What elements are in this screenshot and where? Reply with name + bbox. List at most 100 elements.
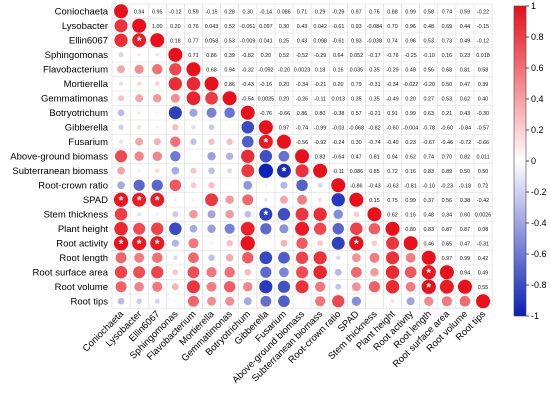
corr-circle — [134, 281, 144, 292]
corr-circle — [241, 149, 255, 163]
corr-value-label: 0.42 — [478, 256, 489, 262]
significance-star: * — [426, 280, 431, 294]
corr-value-label: 0.94 — [134, 9, 145, 15]
corr-circle — [258, 134, 273, 149]
corr-circle — [153, 138, 161, 146]
corr-value-label: 0.49 — [405, 67, 416, 73]
corr-circle — [190, 182, 197, 189]
corr-value-label: 0.74 — [424, 154, 435, 160]
significance-star: * — [155, 193, 160, 207]
corr-circle — [169, 222, 182, 236]
corr-circle — [209, 241, 214, 245]
corr-circle-diagonal — [439, 265, 454, 280]
corr-circle — [188, 252, 199, 264]
row-label: Botryotrichum — [49, 108, 108, 119]
corr-circle — [117, 109, 125, 117]
corr-circle — [263, 197, 268, 202]
corr-circle — [171, 239, 179, 247]
corr-value-label: 0.87 — [460, 227, 471, 233]
corr-circle — [152, 252, 163, 263]
corr-value-label: 0.27 — [424, 96, 435, 102]
corr-circle — [151, 222, 164, 235]
corr-circle — [207, 210, 216, 219]
corr-circle — [349, 236, 364, 251]
corr-circle — [228, 183, 232, 187]
corr-value-label: 0.65 — [442, 241, 453, 247]
corr-value-label: -0.21 — [368, 111, 380, 117]
corr-circle — [189, 224, 198, 233]
corr-circle — [172, 124, 179, 131]
corr-circle — [115, 252, 127, 264]
corr-value-label: 0.20 — [405, 96, 416, 102]
corr-circle — [208, 254, 215, 261]
corr-circle — [315, 281, 326, 292]
corr-value-label: -0.25 — [405, 53, 417, 59]
corr-circle — [170, 151, 181, 162]
corr-value-label: 0.97 — [279, 125, 290, 131]
corr-circle-diagonal — [385, 221, 400, 236]
corr-value-label: -0.20 — [423, 82, 435, 88]
corr-circle — [351, 296, 362, 306]
corr-value-label: -0.20 — [278, 67, 290, 73]
corr-circle — [264, 241, 268, 245]
corr-circle — [314, 222, 327, 235]
corr-value-label: 0.70 — [387, 24, 398, 30]
colorbar: 1 0.8 0.6 0.4 0.2 0 -0.2 -0.4 -0.6 -0.8 -1 — [513, 1, 547, 321]
corr-circle — [372, 299, 377, 303]
corr-circle — [258, 163, 274, 178]
corr-value-label: -0.11 — [314, 96, 326, 102]
corr-value-label: 0.86 — [224, 82, 235, 88]
corr-value-label: -0.66 — [278, 111, 290, 117]
corr-circle — [421, 265, 436, 280]
corr-value-label: 0.086 — [350, 169, 364, 175]
corr-circle — [170, 136, 181, 147]
corr-circle — [132, 33, 147, 48]
corr-value-label: 0.82 — [460, 154, 471, 160]
corr-value-label: -0.56 — [296, 140, 308, 146]
corr-value-label: -0.23 — [441, 183, 453, 189]
corr-circle — [404, 266, 417, 279]
corr-circle — [226, 138, 233, 145]
corr-value-label: 0.40 — [478, 96, 489, 102]
corr-circle — [243, 180, 253, 190]
corr-value-label: -0.43 — [242, 82, 254, 88]
corr-value-label: -0.31 — [477, 241, 489, 247]
corr-circle — [259, 150, 273, 163]
corr-circle — [331, 236, 345, 250]
corr-value-label: -0.15 — [205, 9, 217, 15]
colorbar-tick-label: 1 — [531, 1, 536, 11]
corr-value-label: 0.76 — [369, 9, 380, 15]
corr-circle — [317, 182, 323, 188]
corr-value-label: -0.61 — [332, 38, 344, 44]
corr-circle — [188, 238, 199, 249]
corr-circle — [243, 297, 252, 306]
corr-value-label: -0.78 — [423, 125, 435, 131]
corr-circle — [439, 279, 454, 294]
corr-value-label: -0.30 — [477, 111, 489, 117]
corr-circle-diagonal — [295, 149, 310, 164]
corr-value-label: 0.63 — [424, 111, 435, 117]
row-label: Ellin6067 — [69, 36, 108, 47]
corr-circle — [296, 266, 309, 279]
corr-value-label: 0.93 — [351, 24, 362, 30]
corr-value-label: 0.08 — [478, 227, 489, 233]
significance-star: * — [282, 164, 287, 178]
colorbar-tick-label: 0 — [531, 156, 536, 166]
corr-circle — [152, 151, 162, 161]
corr-circle — [243, 282, 253, 292]
corr-circle — [118, 139, 124, 144]
corr-circle — [244, 210, 252, 218]
corr-value-label: -0.022 — [403, 82, 418, 88]
corr-value-label: 0.38 — [460, 198, 471, 204]
significance-star: * — [119, 193, 124, 207]
corr-value-label: 0.0026 — [475, 212, 492, 218]
corr-value-label: 0.74 — [387, 38, 398, 44]
corr-value-label: -0.009 — [240, 38, 255, 44]
significance-star: * — [354, 237, 359, 251]
grid-lines — [111, 3, 493, 309]
corr-circle — [405, 281, 416, 292]
corr-circle — [317, 240, 324, 247]
corr-value-label: -0.67 — [423, 140, 435, 146]
corr-circle — [208, 182, 215, 189]
corr-circle — [296, 237, 308, 249]
